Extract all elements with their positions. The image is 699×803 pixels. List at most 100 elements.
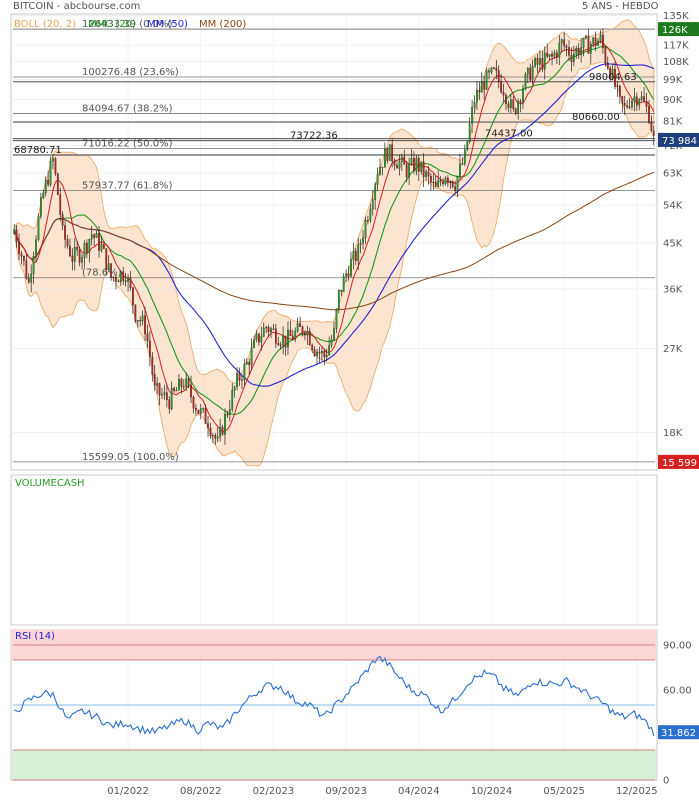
candle-body — [35, 239, 37, 257]
candle-body — [480, 82, 483, 93]
candle-body — [144, 315, 146, 334]
candle-body — [78, 249, 81, 263]
x-tick-label: 02/2023 — [253, 786, 295, 797]
rsi-tick-label: 60.00 — [663, 686, 692, 697]
candle-body — [245, 362, 248, 365]
candle-body — [69, 245, 71, 257]
price-y-tick-label: 45K — [663, 238, 683, 249]
candle-body — [161, 394, 163, 396]
candle-body — [187, 378, 190, 385]
candle-body — [304, 333, 306, 336]
mm200-line — [13, 171, 654, 311]
candle-body — [226, 414, 229, 416]
price-badge-text: 15 599 — [662, 458, 697, 469]
candle-body — [299, 323, 301, 327]
candle-body — [388, 144, 391, 161]
candle-body — [558, 42, 561, 58]
candle-body — [119, 271, 122, 283]
candle-body — [306, 331, 309, 336]
candle-body — [500, 81, 503, 93]
x-tick-label: 04/2024 — [398, 786, 440, 797]
candle-body — [522, 88, 524, 103]
candle-body — [446, 177, 449, 183]
candle-body — [572, 53, 575, 62]
candle-body — [325, 354, 328, 358]
candle-body — [449, 181, 452, 183]
candle-body — [611, 69, 614, 79]
candle-body — [124, 280, 127, 282]
candle-body — [597, 40, 599, 46]
rsi-badge — [658, 725, 699, 740]
candle-body — [618, 85, 621, 97]
candle-body — [335, 308, 338, 329]
candle-body — [468, 123, 471, 142]
candle-body — [163, 392, 166, 395]
candle-body — [556, 52, 558, 58]
candle-body — [369, 208, 372, 221]
candle-body — [497, 70, 500, 82]
candle-body — [350, 259, 352, 277]
candle-body — [32, 256, 35, 275]
candle-body — [476, 90, 478, 103]
candle-body — [294, 331, 297, 340]
candle-body — [132, 287, 134, 306]
candle-body — [357, 244, 360, 262]
candle-body — [284, 335, 287, 348]
candle-body — [90, 234, 93, 240]
candle-body — [621, 96, 624, 104]
candle-body — [386, 148, 389, 161]
candle-body — [98, 233, 100, 251]
candle-body — [202, 408, 205, 410]
candle-body — [333, 328, 335, 340]
candle-body — [582, 37, 585, 48]
candle-body — [102, 244, 105, 249]
price-level-label: 73722.36 — [290, 131, 338, 142]
candle-body — [514, 108, 517, 114]
candle-body — [238, 373, 241, 381]
candle-body — [255, 333, 258, 341]
candle-body — [272, 328, 275, 330]
legend-mm200: MM (200) — [199, 19, 247, 30]
candle-body — [15, 229, 18, 243]
candle-body — [442, 181, 444, 185]
candle-body — [396, 165, 398, 169]
candle-body — [393, 160, 396, 166]
candle-body — [61, 214, 64, 226]
candle-body — [182, 386, 185, 388]
candle-body — [66, 239, 69, 247]
candle-body — [107, 263, 110, 271]
candle-body — [529, 67, 532, 81]
candle-body — [151, 356, 154, 375]
candle-body — [410, 158, 413, 164]
candle-body — [328, 345, 331, 356]
fibonacci-label: 84094.67 (38.2%) — [82, 103, 173, 114]
candle-body — [265, 327, 268, 329]
candle-body — [27, 278, 30, 283]
candle-body — [49, 161, 52, 185]
candle-body — [330, 338, 333, 346]
candle-body — [471, 106, 473, 124]
candle-body — [274, 328, 277, 344]
candle-body — [173, 388, 175, 391]
rsi-panel-label: RSI (14) — [15, 631, 55, 642]
candle-body — [112, 276, 115, 278]
candle-body — [23, 256, 25, 261]
price-y-tick-label: 117K — [663, 41, 689, 52]
candle-body — [505, 94, 507, 104]
x-tick-label: 05/2025 — [543, 786, 585, 797]
candle-body — [156, 383, 159, 386]
candle-body — [519, 101, 522, 103]
candle-body — [483, 82, 486, 90]
candle-body — [417, 157, 420, 172]
price-y-tick-label: 81K — [663, 117, 683, 128]
candle-body — [352, 250, 355, 260]
candle-body — [258, 333, 260, 343]
candle-body — [136, 320, 139, 322]
price-badge — [658, 454, 699, 469]
candle-body — [30, 273, 33, 283]
candle-body — [551, 53, 553, 57]
candle-body — [422, 161, 425, 177]
candle-body — [408, 163, 410, 178]
legend-boll: BOLL (20, 2) — [14, 19, 77, 30]
candle-body — [652, 130, 655, 136]
